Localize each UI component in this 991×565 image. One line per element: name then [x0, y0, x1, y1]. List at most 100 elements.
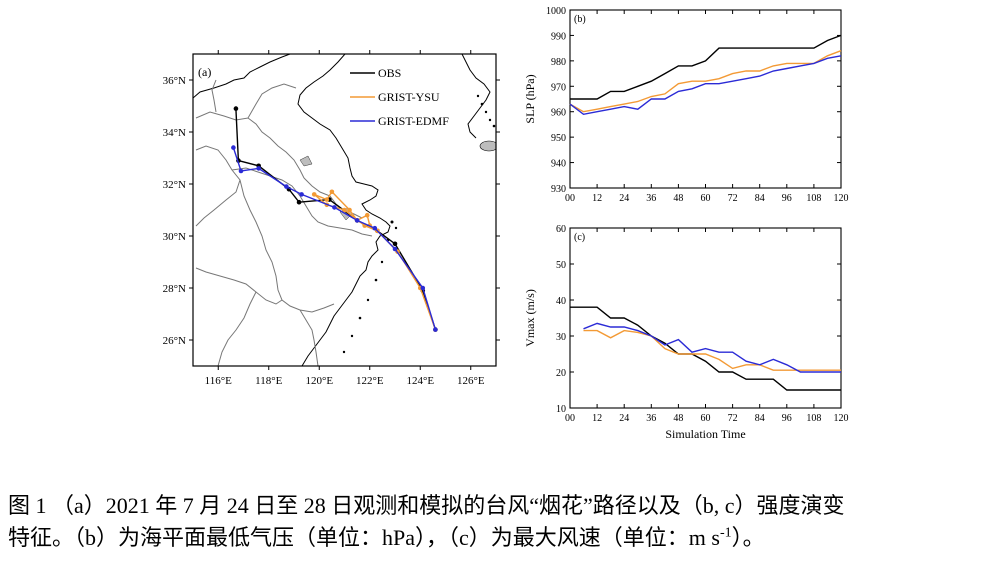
- caption-line-1: 图 1 （a）2021 年 7 月 24 日至 28 日观测和模拟的台风“烟花”…: [8, 493, 845, 518]
- x-tick-label-c: 12: [592, 413, 602, 424]
- x-tick-label-b: 12: [592, 193, 602, 204]
- map-tracks: [231, 106, 438, 332]
- vmax-panel: 00 12 24 36 48 60 72 84 96 108 120 10 20 30 40 50 60 (c) V…: [523, 224, 849, 441]
- series-line-grist-ysu-b: [569, 50, 842, 113]
- map-lat-tick-label: 30°N: [163, 231, 186, 243]
- track-point-grist-ysu: [311, 192, 317, 197]
- x-tick-label-c: 108: [806, 413, 821, 424]
- x-tick-label-c: 24: [619, 413, 629, 424]
- track-point-grist-edmf: [392, 246, 398, 252]
- track-point-grist-edmf: [238, 168, 244, 174]
- map-basemap: [193, 54, 496, 366]
- track-point-grist-edmf: [231, 145, 236, 150]
- map-lon-tick-label: 120°E: [305, 375, 333, 387]
- x-tick-label-b: 120: [834, 193, 849, 204]
- map-legend: OBS GRIST-YSU GRIST-EDMF: [350, 66, 449, 128]
- series-line-obs-b: [570, 34, 842, 100]
- province-borders: [195, 79, 373, 366]
- x-tick-label-c: 00: [565, 413, 575, 424]
- caption-line-2a: 特征。（b）为海平面最低气压（单位：hPa），（c）为最大风速（单位：m s: [8, 525, 720, 550]
- map-lat-tick-label: 28°N: [163, 283, 186, 295]
- x-tick-label-c: 72: [728, 413, 738, 424]
- track-point-grist-ysu: [347, 207, 352, 213]
- map-frame: [192, 53, 497, 367]
- track-point-grist-edmf: [332, 205, 337, 210]
- x-tick-label-b: 00: [565, 193, 575, 204]
- track-point-obs: [296, 199, 302, 205]
- track-point-grist-edmf: [420, 285, 426, 291]
- x-tick-label-c: 36: [646, 413, 656, 424]
- x-tick-label-b: 60: [701, 193, 711, 204]
- map-lat-tick-label: 36°N: [163, 75, 186, 87]
- figure-caption: 图 1 （a）2021 年 7 月 24 日至 28 日观测和模拟的台风“烟花”…: [8, 490, 986, 554]
- map-lon-tick-label: 124°E: [406, 375, 434, 387]
- x-tick-label-c: 96: [782, 413, 792, 424]
- map-lon-tick-label: 122°E: [356, 375, 384, 387]
- series-line-grist-edmf-b: [569, 55, 842, 116]
- y-tick-label-c: 10: [556, 404, 566, 415]
- x-tick-label-c: 120: [834, 413, 849, 424]
- track-point-grist-edmf: [354, 218, 360, 223]
- track-point-grist-edmf: [256, 166, 261, 171]
- y-tick-label-b: 990: [551, 31, 566, 42]
- series-line-obs-c: [570, 306, 841, 391]
- panel-a-label: (a): [198, 65, 211, 79]
- map-lat-tick-label: 34°N: [163, 127, 186, 139]
- map-lat-tick-label: 32°N: [163, 179, 186, 191]
- track-line-grist-ysu: [313, 190, 437, 330]
- track-line-grist-edmf: [232, 147, 437, 330]
- lake-hongze: [299, 155, 313, 167]
- y-tick-label-b: 980: [551, 57, 566, 68]
- y-tick-label-c: 40: [556, 296, 566, 307]
- y-tick-label-c: 20: [556, 368, 566, 379]
- x-tick-label-b: 24: [619, 193, 629, 204]
- figure: (a) 116°E 118°E 120°E 122°E 124°E 126°E 36°N 34…: [163, 6, 849, 441]
- y-tick-label-b: 960: [551, 108, 566, 119]
- slp-panel: 00 12 24 36 48 60 72 84 96 108 120 930 940 950 960 970 9…: [523, 6, 849, 204]
- series-line-grist-edmf-c: [583, 322, 841, 373]
- x-tick-label-b: 108: [806, 193, 821, 204]
- map-lon-tick-label: 116°E: [205, 375, 232, 387]
- track-point-grist-edmf: [299, 192, 304, 197]
- x-tick-label-b: 36: [646, 193, 656, 204]
- x-tick-label-b: 72: [728, 193, 738, 204]
- track-point-obs: [392, 241, 398, 247]
- y-axis-label-b: SLP (hPa): [523, 74, 537, 123]
- y-tick-label-b: 970: [551, 82, 566, 93]
- panel-label-c: (c): [574, 232, 585, 243]
- x-tick-label-b: 96: [782, 193, 792, 204]
- legend-obs-label: OBS: [378, 66, 401, 80]
- caption-line-2b: ）。: [731, 525, 765, 550]
- coastline-korea: [461, 54, 491, 139]
- plot-frame-b: [569, 9, 842, 189]
- map-lon-tick-label: 126°E: [457, 375, 485, 387]
- map-lon-tick-label: 118°E: [255, 375, 282, 387]
- x-tick-label-b: 48: [673, 193, 683, 204]
- x-tick-label-c: 84: [755, 413, 765, 424]
- y-tick-label-b: 1000: [546, 6, 566, 17]
- legend-edmf-label: GRIST-EDMF: [378, 114, 449, 128]
- track-point-obs: [233, 106, 239, 111]
- x-tick-label-c: 48: [673, 413, 683, 424]
- track-point-grist-ysu: [364, 212, 370, 218]
- y-tick-label-b: 930: [551, 184, 566, 195]
- y-tick-label-c: 50: [556, 260, 566, 271]
- track-point-grist-ysu: [342, 207, 347, 213]
- x-axis-label-c: Simulation Time: [665, 427, 745, 441]
- panel-label-b: (b): [574, 14, 586, 25]
- coastline: [193, 54, 391, 366]
- track-point-grist-ysu: [329, 189, 335, 195]
- track-point-grist-edmf: [372, 225, 378, 231]
- x-tick-label-b: 84: [755, 193, 765, 204]
- x-tick-label-c: 60: [701, 413, 711, 424]
- y-tick-label-b: 940: [551, 159, 566, 170]
- y-tick-label-b: 950: [551, 133, 566, 144]
- map-axis-ticks: 116°E 118°E 120°E 122°E 124°E 126°E 36°N 34°N 32…: [163, 50, 500, 387]
- caption-superscript: -1: [719, 525, 732, 541]
- legend-ysu-label: GRIST-YSU: [378, 90, 440, 104]
- track-map-panel: (a) 116°E 118°E 120°E 122°E 124°E 126°E 36°N 34…: [163, 50, 500, 387]
- map-lat-tick-label: 26°N: [163, 335, 186, 347]
- track-point-grist-edmf: [284, 184, 289, 189]
- track-point-grist-ysu: [324, 197, 330, 202]
- y-axis-label-c: Vmax (m/s): [523, 289, 537, 347]
